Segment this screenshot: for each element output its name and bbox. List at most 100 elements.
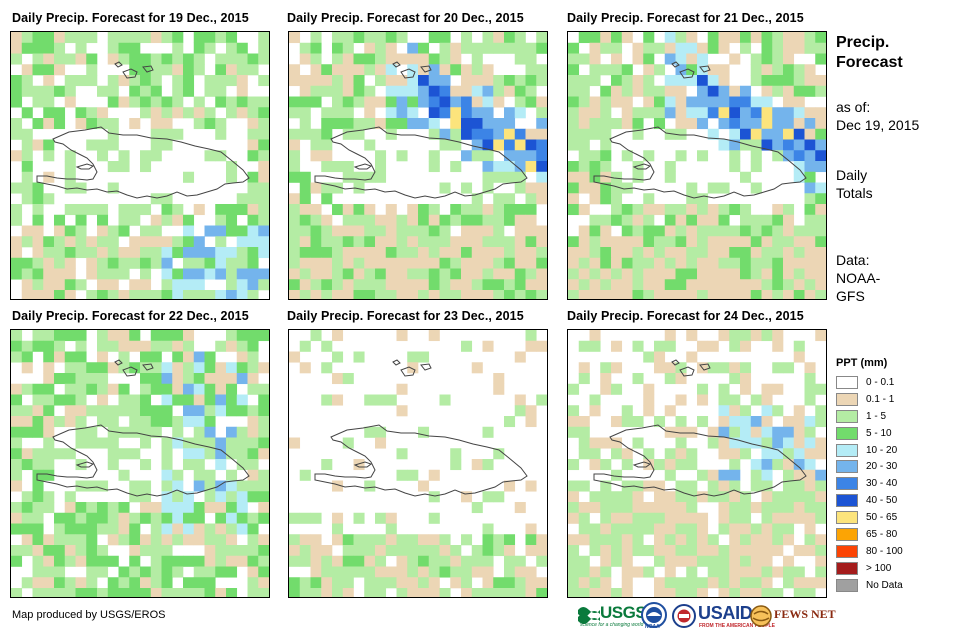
- precip-cell: [750, 214, 762, 226]
- precip-cell: [461, 577, 473, 589]
- precip-cell: [578, 555, 590, 567]
- precip-cell: [129, 32, 141, 44]
- precip-cell: [172, 236, 184, 248]
- precip-cell: [686, 268, 698, 280]
- precip-cell: [664, 330, 676, 342]
- precip-cell: [64, 545, 76, 557]
- precip-cell: [589, 171, 601, 183]
- precip-cell: [804, 85, 816, 97]
- precip-cell: [793, 545, 805, 557]
- precip-cell: [568, 480, 580, 492]
- precip-cell: [783, 128, 795, 140]
- precip-cell: [204, 502, 216, 514]
- precip-cell: [482, 204, 494, 216]
- precip-cell: [729, 588, 741, 597]
- precip-cell: [342, 53, 354, 65]
- precip-cell: [215, 491, 227, 503]
- precip-cell: [793, 225, 805, 237]
- precip-cell: [578, 107, 590, 119]
- precip-cell: [342, 42, 354, 54]
- precip-cell: [118, 330, 130, 342]
- precip-cell: [342, 555, 354, 567]
- precip-cell: [750, 257, 762, 269]
- precip-cell: [86, 64, 98, 76]
- precip-cell: [118, 512, 130, 524]
- precip-cell: [697, 545, 709, 557]
- precip-cell: [804, 459, 816, 471]
- precip-cell: [204, 85, 216, 97]
- precip-cell: [428, 85, 440, 97]
- precip-cell: [525, 566, 537, 578]
- precip-cell: [161, 107, 173, 119]
- precip-cell: [439, 290, 451, 299]
- precip-cell: [32, 577, 44, 589]
- precip-cell: [247, 426, 259, 438]
- precip-cell: [525, 128, 537, 140]
- precip-cell: [471, 545, 483, 557]
- precip-cell: [643, 107, 655, 119]
- precip-cell: [493, 42, 505, 54]
- precip-cell: [439, 545, 451, 557]
- precip-cell: [675, 268, 687, 280]
- precip-cell: [675, 373, 687, 385]
- precip-cell: [183, 268, 195, 280]
- precip-cell: [161, 555, 173, 567]
- precip-cell: [428, 107, 440, 119]
- precip-cell: [686, 193, 698, 205]
- precip-cell: [783, 75, 795, 87]
- precip-cell: [247, 534, 259, 546]
- precip-cell: [664, 405, 676, 417]
- precip-cell: [150, 139, 162, 151]
- precip-cell: [396, 469, 408, 481]
- precip-cell: [32, 340, 44, 352]
- precip-cell: [258, 416, 269, 428]
- precip-cell: [664, 362, 676, 374]
- precip-cell: [129, 236, 141, 248]
- precip-cell: [375, 225, 387, 237]
- precip-cell: [236, 448, 248, 460]
- precip-cell: [439, 42, 451, 54]
- precip-cell: [632, 437, 644, 449]
- precip-cell: [332, 534, 344, 546]
- precip-cell: [578, 362, 590, 374]
- precip-cell: [461, 268, 473, 280]
- precip-cell: [258, 534, 269, 546]
- precip-cell: [600, 362, 612, 374]
- precip-cell: [107, 85, 119, 97]
- precip-cell: [75, 512, 87, 524]
- precip-cell: [621, 182, 633, 194]
- precip-cell: [578, 373, 590, 385]
- precip-cell: [75, 214, 87, 226]
- precip-cell: [407, 351, 419, 363]
- precip-cell: [804, 161, 816, 173]
- precip-cell: [589, 405, 601, 417]
- precip-cell: [600, 545, 612, 557]
- precip-cell: [707, 75, 719, 87]
- precip-cell: [140, 161, 152, 173]
- precip-cell: [686, 491, 698, 503]
- precip-cell: [471, 118, 483, 130]
- precip-cell: [150, 426, 162, 438]
- precip-cell: [75, 416, 87, 428]
- precip-cell: [75, 351, 87, 363]
- precip-cell: [589, 150, 601, 162]
- precip-cell: [32, 290, 44, 299]
- precip-cell: [342, 236, 354, 248]
- precip-cell: [140, 32, 152, 44]
- precip-cell: [140, 290, 152, 299]
- precip-cell: [729, 437, 741, 449]
- precip-cell: [21, 161, 33, 173]
- precip-cell: [107, 247, 119, 259]
- precip-cell: [450, 128, 462, 140]
- precip-cell: [150, 236, 162, 248]
- precip-cell: [11, 75, 23, 87]
- precip-grid: [289, 330, 547, 597]
- precip-cell: [632, 534, 644, 546]
- precip-cell: [793, 469, 805, 481]
- precip-cell: [600, 107, 612, 119]
- precip-cell: [172, 416, 184, 428]
- precip-cell: [364, 236, 376, 248]
- precip-cell: [75, 555, 87, 567]
- precip-cell: [161, 502, 173, 514]
- precip-cell: [236, 480, 248, 492]
